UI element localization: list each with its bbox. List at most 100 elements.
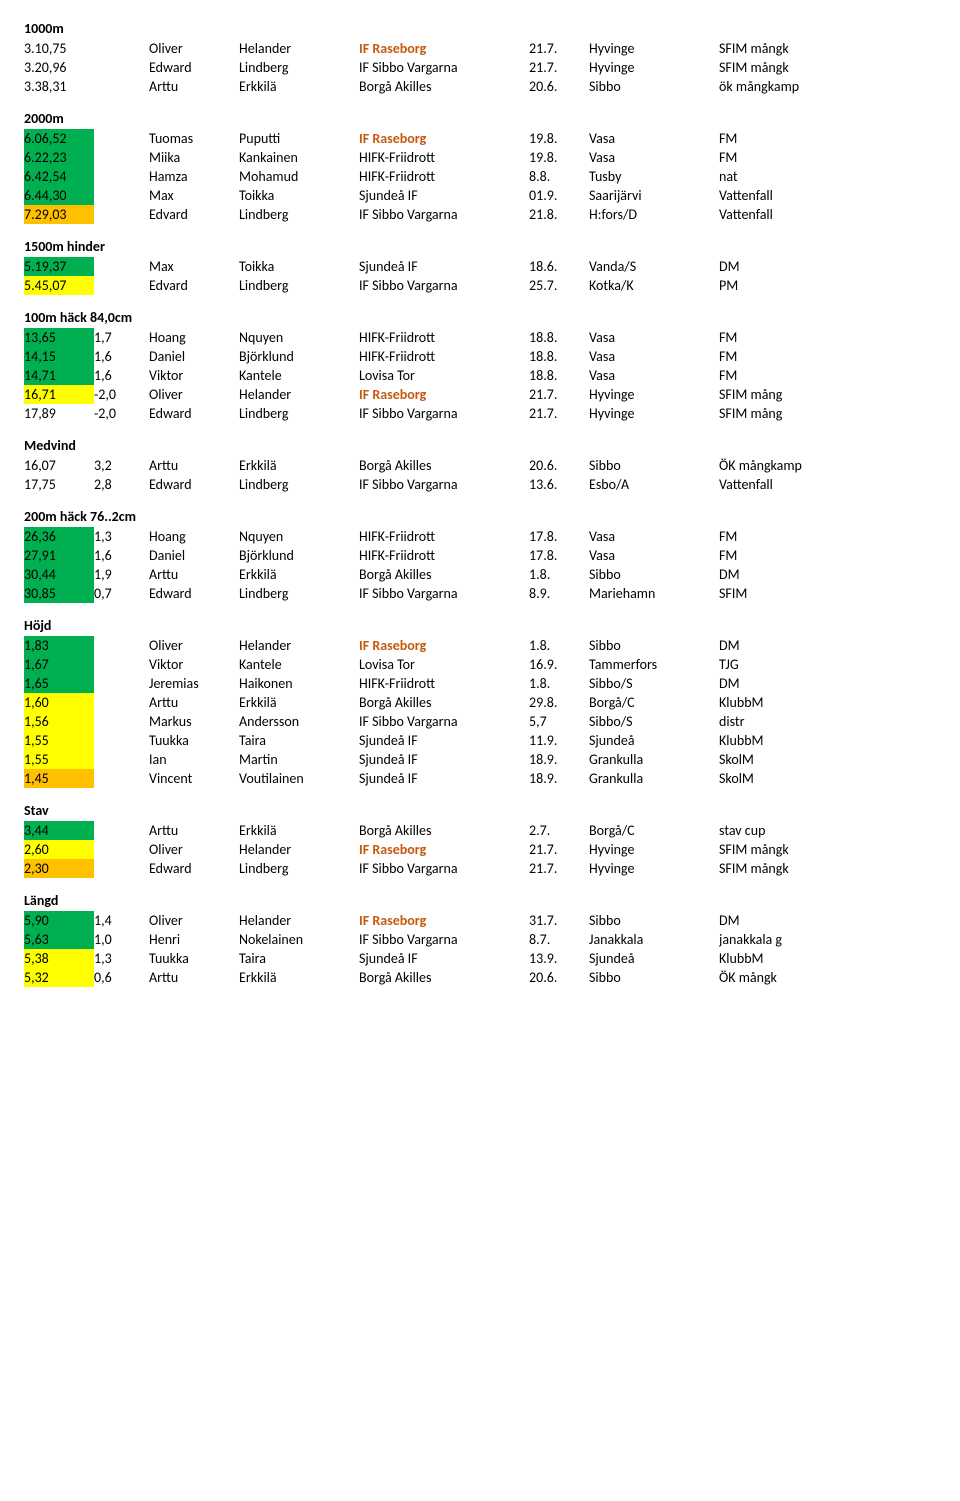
firstname-cell: Tuukka	[149, 949, 239, 968]
place-cell: Vasa	[589, 527, 719, 546]
club-cell: IF Raseborg	[359, 911, 529, 930]
date-cell: 16.9.	[529, 655, 589, 674]
result-cell: 27,91	[24, 546, 94, 565]
table-row: 1,83OliverHelanderIF Raseborg1.8.SibboDM	[24, 636, 936, 655]
place-cell: Sibbo	[589, 77, 719, 96]
place-cell: Hyvinge	[589, 840, 719, 859]
firstname-cell: Edward	[149, 859, 239, 878]
result-cell: 17,75	[24, 475, 94, 494]
table-row: 5.19,37MaxToikkaSjundeå IF18.6.Vanda/SDM	[24, 257, 936, 276]
note-cell: FM	[719, 148, 936, 167]
results-table: 3.10,75OliverHelanderIF Raseborg21.7.Hyv…	[24, 39, 936, 96]
lastname-cell: Lindberg	[239, 276, 359, 295]
result-cell: 1,65	[24, 674, 94, 693]
place-cell: Hyvinge	[589, 385, 719, 404]
firstname-cell: Oliver	[149, 385, 239, 404]
result-cell: 1,56	[24, 712, 94, 731]
wind-cell	[94, 769, 149, 788]
table-row: 3,44ArttuErkkiläBorgå Akilles2.7.Borgå/C…	[24, 821, 936, 840]
result-cell: 6.22,23	[24, 148, 94, 167]
section-title: 1500m hinder	[24, 238, 936, 255]
club-cell: Sjundeå IF	[359, 769, 529, 788]
lastname-cell: Lindberg	[239, 205, 359, 224]
results-table: 6.06,52TuomasPuputtiIF Raseborg19.8.Vasa…	[24, 129, 936, 224]
section-title: 100m häck 84,0cm	[24, 309, 936, 326]
firstname-cell: Jeremias	[149, 674, 239, 693]
firstname-cell: Daniel	[149, 546, 239, 565]
club-cell: HIFK-Friidrott	[359, 527, 529, 546]
firstname-cell: Arttu	[149, 693, 239, 712]
club-cell: Sjundeå IF	[359, 949, 529, 968]
result-cell: 5,63	[24, 930, 94, 949]
club-cell: Borgå Akilles	[359, 968, 529, 987]
results-document: 1000m3.10,75OliverHelanderIF Raseborg21.…	[24, 20, 936, 987]
note-cell: SFIM mångk	[719, 840, 936, 859]
lastname-cell: Kantele	[239, 366, 359, 385]
result-cell: 1,83	[24, 636, 94, 655]
section-title: Medvind	[24, 437, 936, 454]
result-cell: 3,44	[24, 821, 94, 840]
result-cell: 30,44	[24, 565, 94, 584]
table-row: 26,361,3HoangNquyenHIFK-Friidrott17.8.Va…	[24, 527, 936, 546]
table-row: 16,073,2ArttuErkkiläBorgå Akilles20.6.Si…	[24, 456, 936, 475]
wind-cell	[94, 39, 149, 58]
firstname-cell: Arttu	[149, 456, 239, 475]
place-cell: Borgå/C	[589, 821, 719, 840]
club-cell: IF Sibbo Vargarna	[359, 584, 529, 603]
lastname-cell: Nokelainen	[239, 930, 359, 949]
table-row: 16,71-2,0OliverHelanderIF Raseborg21.7.H…	[24, 385, 936, 404]
table-row: 1,56MarkusAnderssonIF Sibbo Vargarna5,7S…	[24, 712, 936, 731]
result-cell: 3.20,96	[24, 58, 94, 77]
table-row: 5,320,6ArttuErkkiläBorgå Akilles20.6.Sib…	[24, 968, 936, 987]
place-cell: Vasa	[589, 148, 719, 167]
date-cell: 19.8.	[529, 129, 589, 148]
club-cell: HIFK-Friidrott	[359, 328, 529, 347]
lastname-cell: Kantele	[239, 655, 359, 674]
note-cell: ÖK mångk	[719, 968, 936, 987]
wind-cell: 1,9	[94, 565, 149, 584]
result-cell: 16,71	[24, 385, 94, 404]
place-cell: Mariehamn	[589, 584, 719, 603]
lastname-cell: Helander	[239, 911, 359, 930]
firstname-cell: Hamza	[149, 167, 239, 186]
note-cell: KlubbM	[719, 693, 936, 712]
club-cell: Sjundeå IF	[359, 750, 529, 769]
table-row: 6.42,54HamzaMohamudHIFK-Friidrott8.8.Tus…	[24, 167, 936, 186]
result-cell: 2,60	[24, 840, 94, 859]
wind-cell	[94, 77, 149, 96]
place-cell: Hyvinge	[589, 859, 719, 878]
wind-cell: 1,4	[94, 911, 149, 930]
wind-cell	[94, 859, 149, 878]
note-cell: DM	[719, 636, 936, 655]
place-cell: Sibbo	[589, 911, 719, 930]
result-cell: 6.06,52	[24, 129, 94, 148]
result-cell: 5.45,07	[24, 276, 94, 295]
wind-cell	[94, 636, 149, 655]
place-cell: Vasa	[589, 546, 719, 565]
place-cell: Sibbo	[589, 565, 719, 584]
results-table: 1,83OliverHelanderIF Raseborg1.8.SibboDM…	[24, 636, 936, 788]
date-cell: 18.8.	[529, 328, 589, 347]
place-cell: Vanda/S	[589, 257, 719, 276]
section-title: Längd	[24, 892, 936, 909]
lastname-cell: Erkkilä	[239, 693, 359, 712]
wind-cell: 2,8	[94, 475, 149, 494]
wind-cell: 1,6	[94, 546, 149, 565]
wind-cell	[94, 186, 149, 205]
place-cell: Tusby	[589, 167, 719, 186]
note-cell: FM	[719, 366, 936, 385]
wind-cell: 1,6	[94, 366, 149, 385]
wind-cell: 0,6	[94, 968, 149, 987]
lastname-cell: Lindberg	[239, 58, 359, 77]
place-cell: Sjundeå	[589, 731, 719, 750]
wind-cell: 1,7	[94, 328, 149, 347]
table-row: 30,441,9ArttuErkkiläBorgå Akilles1.8.Sib…	[24, 565, 936, 584]
table-row: 7.29,03EdvardLindbergIF Sibbo Vargarna21…	[24, 205, 936, 224]
wind-cell	[94, 58, 149, 77]
lastname-cell: Helander	[239, 840, 359, 859]
result-cell: 14,15	[24, 347, 94, 366]
lastname-cell: Björklund	[239, 546, 359, 565]
date-cell: 21.7.	[529, 404, 589, 423]
firstname-cell: Arttu	[149, 77, 239, 96]
wind-cell: 1,3	[94, 949, 149, 968]
